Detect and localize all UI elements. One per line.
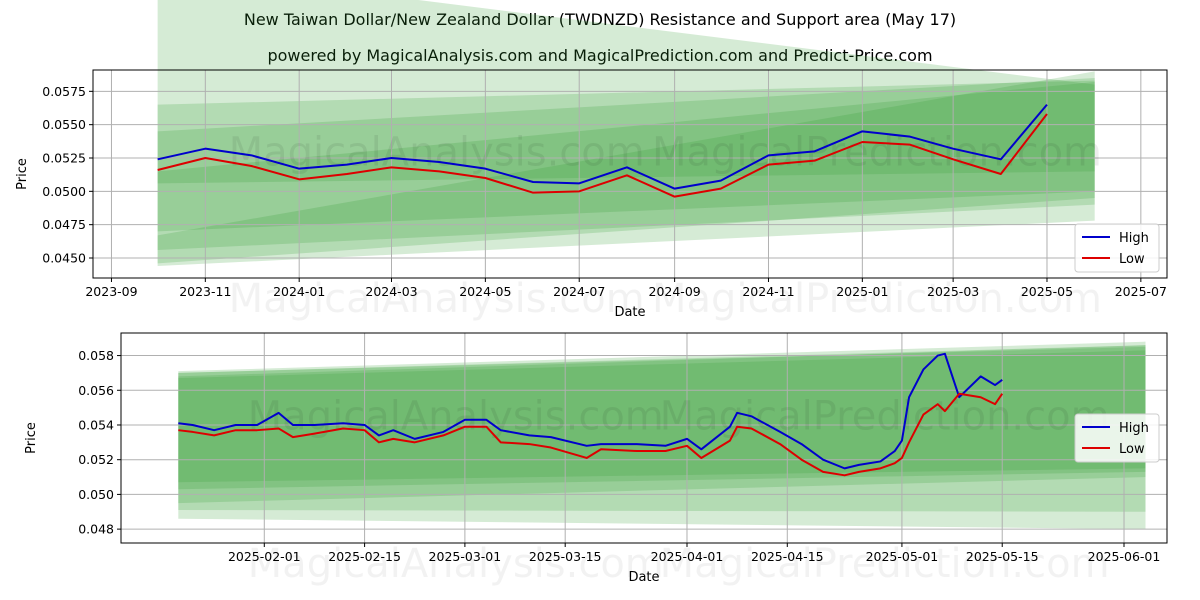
y-axis-label: Price xyxy=(15,158,30,190)
x-tick-label: 2025-02-01 xyxy=(228,549,301,564)
watermark-text: MagicalAnalysis.com xyxy=(248,394,664,440)
series-line-high xyxy=(157,104,1048,190)
x-tick-label: 2025-06-01 xyxy=(1088,549,1161,564)
watermark-text: MagicalAnalysis.com xyxy=(229,276,645,322)
y-tick-label: 0.052 xyxy=(78,452,114,467)
series-line-low xyxy=(157,113,1048,198)
x-tick-label: 2024-09 xyxy=(649,284,701,299)
x-tick-label: 2024-03 xyxy=(365,284,417,299)
x-tick-label: 2025-05-15 xyxy=(966,549,1039,564)
x-tick-label: 2025-01 xyxy=(836,284,888,299)
chart-panel-1: 2023-09 2023-11 2024-01 2024-03 2024-05 2024-… xyxy=(15,0,1168,322)
y-tick-label: 0.0475 xyxy=(42,217,86,232)
x-tick-label: 2024-05 xyxy=(459,284,511,299)
x-tick-label: 2025-03-01 xyxy=(429,549,502,564)
support-resistance-band xyxy=(178,341,1146,530)
x-tick-label: 2025-05-01 xyxy=(866,549,939,564)
support-resistance-band xyxy=(178,345,1146,512)
x-tick-label: 2024-07 xyxy=(553,284,605,299)
watermark-text: MagicalAnalysis.com xyxy=(248,541,664,587)
plot-frame xyxy=(120,332,1168,544)
x-tick-label: 2025-07 xyxy=(1115,284,1167,299)
x-axis-label: Date xyxy=(628,570,659,585)
y-tick-label: 0.0550 xyxy=(42,117,86,132)
x-tick-label: 2025-04-01 xyxy=(651,549,724,564)
y-tick-label: 0.050 xyxy=(78,487,114,502)
y-tick-label: 0.058 xyxy=(78,348,114,363)
x-tick-label: 2023-11 xyxy=(179,284,231,299)
y-tick-label: 0.0525 xyxy=(42,151,86,166)
legend-label: Low xyxy=(1119,252,1145,267)
plot-frame xyxy=(92,69,1168,279)
x-tick-label: 2024-11 xyxy=(742,284,794,299)
chart-title: New Taiwan Dollar/New Zealand Dollar (TW… xyxy=(243,10,957,29)
y-tick-label: 0.0450 xyxy=(42,251,86,266)
y-tick-label: 0.0500 xyxy=(42,184,86,199)
watermark-text: MagicalPrediction.com xyxy=(660,541,1110,587)
legend-label: High xyxy=(1119,421,1149,436)
chart-panel-2: 2025-02-01 2025-02-15 2025-03-01 2025-03-15… xyxy=(24,332,1168,587)
y-tick-label: 0.0575 xyxy=(42,84,86,99)
series-line-low xyxy=(178,392,1004,477)
x-tick-label: 2025-05 xyxy=(1021,284,1073,299)
y-tick-label: 0.056 xyxy=(78,383,114,398)
support-resistance-band xyxy=(178,345,1146,504)
support-resistance-band xyxy=(178,350,1146,483)
series-line-high xyxy=(178,352,1003,470)
chart-subtitle: powered by MagicalAnalysis.com and Magic… xyxy=(267,46,933,65)
legend-label: High xyxy=(1119,231,1149,246)
watermark-text: MagicalPrediction.com xyxy=(652,130,1102,176)
x-axis-label: Date xyxy=(614,305,645,320)
x-tick-label: 2023-09 xyxy=(85,284,137,299)
watermark-text: MagicalPrediction.com xyxy=(652,276,1102,322)
x-tick-label: 2025-03-15 xyxy=(529,549,602,564)
x-tick-label: 2025-03 xyxy=(927,284,979,299)
watermark-text: MagicalPrediction.com xyxy=(660,394,1110,440)
y-tick-label: 0.048 xyxy=(78,522,114,537)
x-tick-label: 2025-04-15 xyxy=(751,549,824,564)
y-axis-label: Price xyxy=(24,422,39,454)
legend-label: Low xyxy=(1119,442,1145,457)
watermark-text: MagicalAnalysis.com xyxy=(229,130,645,176)
y-tick-label: 0.054 xyxy=(78,417,114,432)
x-tick-label: 2025-02-15 xyxy=(328,549,401,564)
x-tick-label: 2024-01 xyxy=(273,284,325,299)
